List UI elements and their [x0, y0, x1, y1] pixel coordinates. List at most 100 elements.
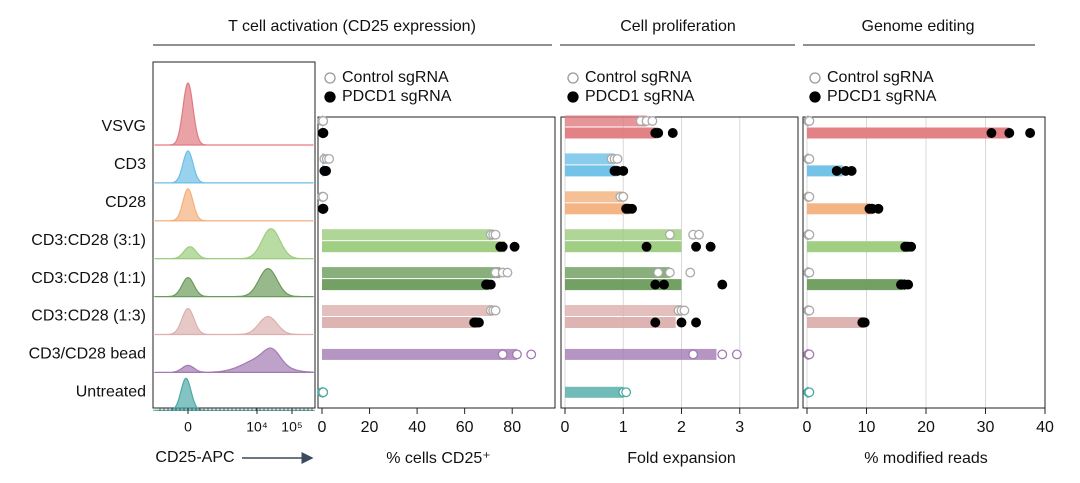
replicate-point	[667, 128, 678, 138]
bar	[807, 127, 1010, 139]
replicate-point	[318, 387, 329, 398]
bar	[322, 229, 494, 241]
replicate-point	[664, 229, 675, 240]
header: Genome editing	[862, 18, 975, 35]
replicate-point	[659, 279, 669, 290]
x-tick-label: 20	[361, 419, 379, 436]
bar	[565, 348, 717, 360]
replicate-point	[804, 191, 815, 202]
legend-marker	[324, 72, 336, 84]
replicate-point	[679, 305, 690, 316]
x-tick-label: 0	[561, 419, 570, 436]
x-tick-label: 40	[408, 419, 426, 436]
bar	[322, 348, 517, 360]
x-tick-label: 60	[456, 419, 474, 436]
replicate-point	[512, 349, 522, 360]
x-axis-label: Fold expansion	[627, 450, 736, 467]
replicate-point	[1025, 128, 1036, 138]
x-tick-label: 1	[619, 419, 628, 436]
legend-label: PDCD1 sgRNA	[827, 88, 937, 105]
bar	[565, 305, 682, 316]
replicate-point	[318, 128, 329, 138]
replicate-point	[688, 349, 699, 360]
histogram	[155, 347, 314, 373]
row-label: Untreated	[76, 384, 146, 401]
replicate-point	[641, 241, 652, 252]
replicate-point	[691, 317, 702, 328]
replicate-point	[731, 349, 742, 360]
row-label: CD3:CD28 (1:3)	[31, 308, 146, 325]
row-label: CD28	[105, 194, 146, 211]
replicate-point	[526, 349, 537, 360]
legend-marker	[567, 72, 579, 84]
replicate-point	[502, 267, 513, 278]
replicate-point	[717, 349, 728, 360]
replicate-point	[612, 153, 623, 164]
histogram-frame	[152, 61, 316, 409]
plot-frame	[317, 116, 556, 409]
replicate-point	[804, 267, 815, 278]
replicate-point	[321, 165, 331, 176]
plot-frame	[560, 116, 799, 409]
replicate-point	[318, 191, 329, 202]
replicate-point	[691, 241, 702, 252]
replicate-point	[627, 203, 637, 214]
replicate-point	[618, 165, 629, 176]
bar	[565, 267, 670, 279]
replicate-point	[497, 349, 508, 360]
replicate-point	[490, 305, 501, 316]
x-tick-label: 40	[1036, 419, 1054, 436]
replicate-point	[650, 279, 661, 290]
bar	[807, 165, 843, 177]
replicate-point	[986, 128, 997, 138]
plot-frame	[802, 116, 1046, 409]
replicate-point	[621, 387, 632, 398]
bar	[322, 305, 494, 316]
bar	[322, 317, 477, 328]
bar	[322, 241, 506, 253]
replicate-point	[694, 229, 704, 240]
histogram	[155, 188, 313, 222]
legend-label: Control sgRNA	[827, 69, 934, 86]
row-label: CD3:CD28 (1:1)	[31, 270, 146, 287]
bar	[565, 279, 682, 291]
header: Cell proliferation	[620, 18, 736, 35]
replicate-point	[324, 153, 335, 164]
replicate-point	[618, 191, 629, 202]
x-tick-label: 0	[318, 419, 327, 436]
bar	[565, 191, 624, 203]
bar	[565, 127, 659, 139]
histogram-xlabel: CD25-APC	[155, 449, 234, 466]
replicate-point	[859, 317, 870, 328]
replicate-point	[664, 267, 675, 278]
legend-marker	[324, 91, 336, 103]
row-label: CD3/CD28 bead	[29, 346, 146, 363]
replicate-point	[485, 279, 496, 290]
replicate-point	[846, 165, 857, 176]
histogram	[155, 377, 313, 411]
replicate-point	[804, 387, 815, 398]
replicate-point	[653, 267, 664, 278]
legend-label: Control sgRNA	[342, 69, 449, 86]
replicate-point	[906, 241, 917, 252]
histogram	[155, 228, 313, 260]
replicate-point	[647, 116, 658, 126]
x-axis-label: % modified reads	[864, 450, 988, 467]
bar	[565, 165, 618, 177]
bar	[565, 115, 647, 127]
replicate-point	[717, 279, 728, 290]
bar	[565, 241, 682, 253]
legend-marker	[809, 72, 821, 84]
replicate-point	[1004, 128, 1015, 138]
histogram	[155, 150, 313, 184]
x-axis-label: % cells CD25⁺	[386, 450, 490, 467]
histogram-tick-label: 10⁵	[281, 419, 302, 435]
x-tick-label: 30	[977, 419, 995, 436]
replicate-point	[804, 229, 815, 240]
bar	[565, 386, 624, 398]
x-tick-label: 20	[917, 419, 935, 436]
x-tick-label: 2	[677, 419, 686, 436]
legend-marker	[809, 91, 821, 103]
legend-label: Control sgRNA	[585, 69, 692, 86]
